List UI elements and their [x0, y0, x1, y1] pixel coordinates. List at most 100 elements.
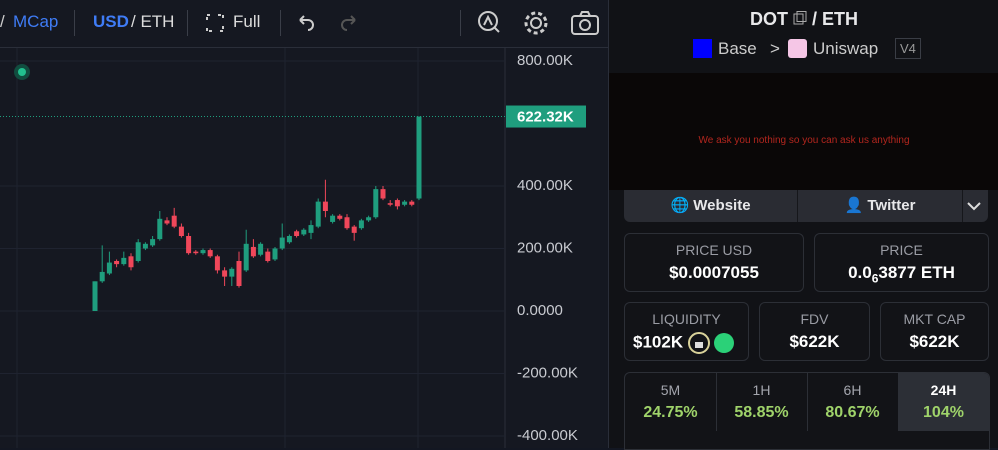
status-dot-core: [18, 68, 26, 76]
candle-body: [272, 248, 278, 260]
candle-body: [214, 256, 220, 271]
website-button[interactable]: 🌐 Website: [624, 190, 798, 222]
stat-value: $622K: [909, 332, 960, 351]
candlestick-chart: 800.00K 400.00K 200.00K 0.0000 -200.00K -400.…: [0, 48, 586, 448]
fdv-card: FDV $622K: [759, 302, 870, 361]
liquidity-value: $102K: [633, 332, 684, 352]
fullscreen-icon[interactable]: [205, 13, 225, 33]
pair-separator: /: [812, 9, 818, 29]
pair-title: DOT / ETH: [609, 9, 998, 30]
usd-toggle[interactable]: USD: [93, 12, 129, 31]
mcap-toggle[interactable]: MCap: [13, 12, 59, 31]
breadcrumb-arrow: >: [770, 39, 780, 58]
quote-symbol: ETH: [822, 9, 859, 29]
dex-version: V4: [895, 38, 921, 59]
candle-body: [265, 251, 271, 261]
stat-label: PRICE: [880, 242, 923, 258]
tab-label: 6H: [843, 382, 862, 398]
toolbar: / MCap USD / ETH Full: [0, 0, 608, 48]
timeframe-tab[interactable]: 1H 58.85%: [716, 373, 808, 431]
mktcap-card: MKT CAP $622K: [880, 302, 989, 361]
candle-body: [171, 215, 177, 227]
tab-change: 80.67%: [825, 404, 880, 421]
y-tick-label: -200.00K: [517, 364, 578, 381]
timeframe-tab[interactable]: 6H 80.67%: [807, 373, 899, 431]
candle-body: [409, 201, 415, 205]
timeframe-tabs: 5M 24.75% 1H 58.85% 6H 80.67% 24H 104%: [624, 372, 990, 450]
candle-body: [394, 200, 400, 207]
candle-body: [236, 261, 242, 286]
divider: [460, 10, 461, 36]
tab-label: 1H: [752, 382, 771, 398]
candle-body: [308, 225, 314, 233]
redo-icon[interactable]: [340, 12, 360, 32]
indicator-icon[interactable]: [476, 9, 502, 35]
candle-body: [157, 218, 163, 240]
candle-body: [351, 226, 357, 233]
lock-badges[interactable]: [687, 332, 736, 354]
eth-toggle[interactable]: / ETH: [131, 12, 175, 31]
candle-body: [222, 270, 228, 277]
timeframe-tab[interactable]: 5M 24.75%: [625, 373, 717, 431]
price-rest: 3877 ETH: [878, 263, 955, 282]
candle-body: [373, 189, 379, 218]
candle-body: [366, 217, 372, 221]
candle-body: [106, 262, 112, 274]
candle-body: [286, 236, 292, 243]
price-lead: 0.0: [848, 263, 872, 282]
candle-body: [92, 281, 98, 311]
candle-body: [243, 243, 249, 271]
dex-name[interactable]: Uniswap: [813, 39, 879, 58]
candle-body: [380, 189, 386, 199]
copy-icon[interactable]: [793, 11, 807, 25]
candle-body: [99, 271, 105, 282]
candle-body: [279, 237, 285, 249]
more-links[interactable]: [966, 200, 982, 212]
candle-body: [207, 250, 213, 257]
base-symbol: DOT: [749, 9, 788, 29]
chart-panel: / MCap USD / ETH Full 800.00K 400.00K 200.…: [0, 0, 608, 448]
tab-change: 58.85%: [734, 404, 789, 421]
candle-body: [121, 257, 127, 265]
y-tick-label: -400.00K: [517, 427, 578, 444]
settings-icon[interactable]: [522, 9, 550, 37]
divider: [74, 10, 75, 36]
full-button[interactable]: Full: [233, 12, 261, 31]
candle-body: [294, 231, 300, 236]
twitter-button[interactable]: 👤 Twitter: [798, 190, 963, 222]
stat-label: LIQUIDITY: [652, 311, 721, 327]
stat-value: $102K: [625, 332, 748, 354]
candle-body: [114, 261, 120, 265]
candle-body: [358, 220, 364, 229]
undo-icon[interactable]: [295, 12, 315, 32]
stat-value: $622K: [789, 332, 840, 351]
candle-body: [128, 256, 134, 268]
y-tick-label: 0.0000: [517, 302, 563, 319]
website-label: Website: [693, 197, 751, 214]
stat-label: MKT CAP: [903, 311, 966, 327]
price-card: PRICE 0.063877 ETH: [814, 233, 989, 292]
banner[interactable]: We ask you nothing so you can ask us any…: [609, 73, 998, 190]
last-price-label: 622.32K: [517, 108, 574, 125]
y-tick-label: 800.00K: [517, 52, 573, 69]
camera-icon[interactable]: [570, 10, 600, 36]
candle-body: [193, 251, 199, 254]
tab-change: 24.75%: [643, 404, 698, 421]
last-price-box: [506, 105, 586, 128]
candle-body: [344, 217, 350, 229]
twitter-label: Twitter: [867, 197, 916, 214]
y-tick-label: 200.00K: [517, 239, 573, 256]
tab-label: 24H: [930, 382, 957, 398]
candle-body: [250, 246, 256, 257]
chain-name[interactable]: Base: [718, 39, 757, 58]
y-tick-label: 400.00K: [517, 177, 573, 194]
candle-body: [135, 242, 141, 261]
candle-body: [258, 243, 264, 255]
liquidity-card: LIQUIDITY $102K: [624, 302, 749, 361]
candle-body: [387, 203, 393, 205]
info-panel: DOT / ETH Base > Uniswap V4 We ask you n…: [608, 0, 998, 450]
price-zeros: 6: [871, 271, 879, 286]
dex-icon: [788, 39, 807, 58]
timeframe-tab[interactable]: 24H 104%: [898, 373, 989, 431]
